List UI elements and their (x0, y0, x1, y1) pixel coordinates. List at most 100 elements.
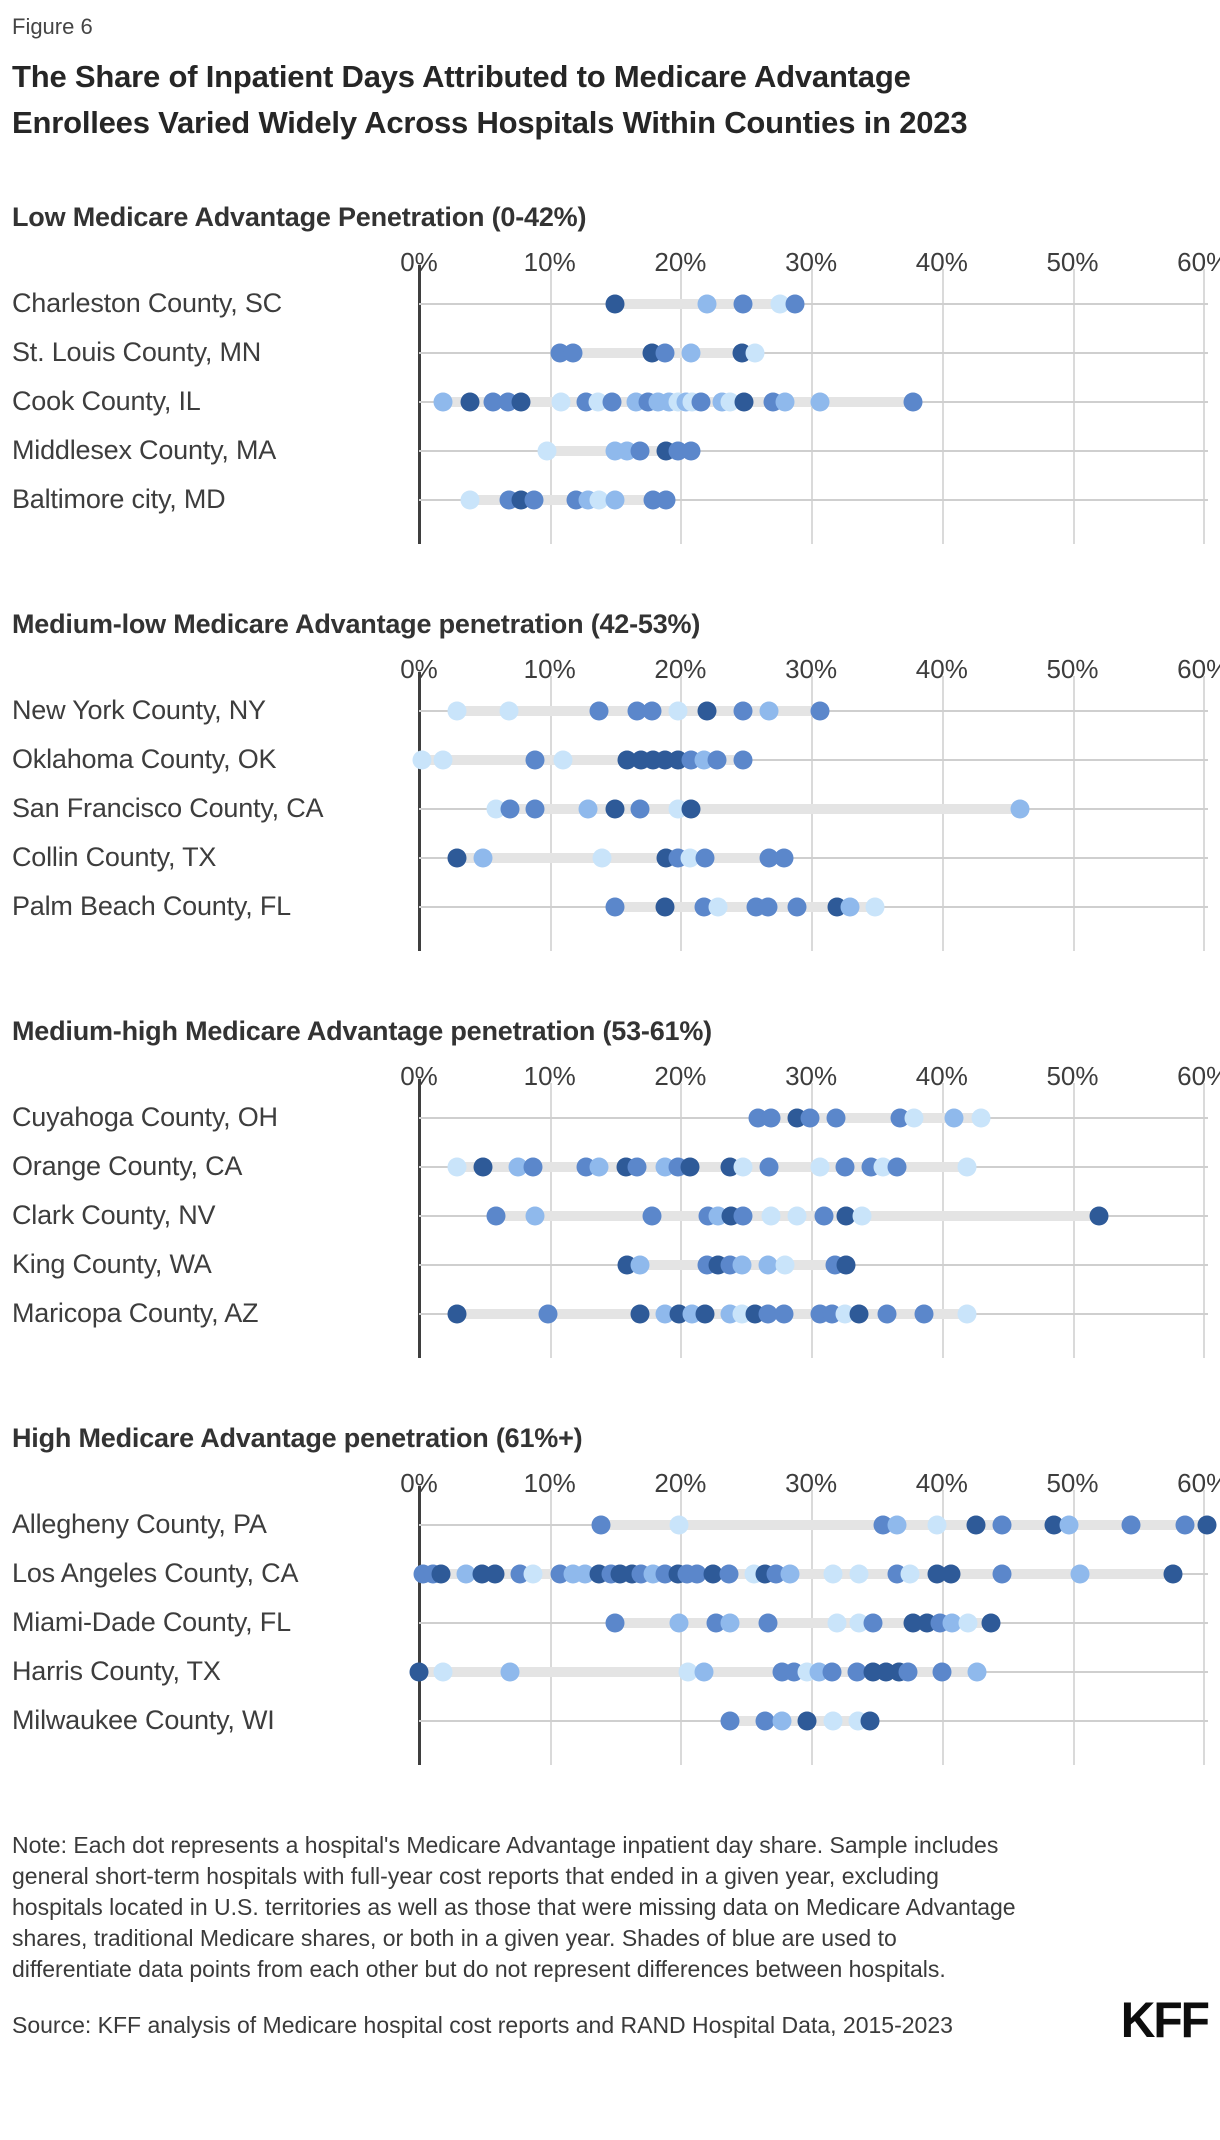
data-point-dot[interactable] (957, 1304, 977, 1323)
data-point-dot[interactable] (605, 294, 625, 313)
data-point-dot[interactable] (733, 294, 753, 313)
data-point-dot[interactable] (694, 1662, 714, 1681)
data-point-dot[interactable] (810, 701, 830, 720)
data-point-dot[interactable] (680, 1157, 700, 1176)
data-point-dot[interactable] (800, 1108, 820, 1127)
data-point-dot[interactable] (863, 1613, 883, 1632)
data-point-dot[interactable] (1044, 1515, 1064, 1534)
data-point-dot[interactable] (524, 490, 544, 509)
data-point-dot[interactable] (775, 1255, 795, 1274)
data-point-dot[interactable] (525, 1206, 545, 1225)
data-point-dot[interactable] (873, 1157, 893, 1176)
data-point-dot[interactable] (447, 701, 467, 720)
data-point-dot[interactable] (787, 897, 807, 916)
data-point-dot[interactable] (719, 1564, 739, 1583)
data-point-dot[interactable] (592, 848, 612, 867)
data-point-dot[interactable] (630, 1255, 650, 1274)
data-point-dot[interactable] (775, 392, 795, 411)
data-point-dot[interactable] (720, 1711, 740, 1730)
data-point-dot[interactable] (691, 392, 711, 411)
data-point-dot[interactable] (903, 1613, 923, 1632)
data-point-dot[interactable] (605, 1613, 625, 1632)
data-point-dot[interactable] (759, 848, 779, 867)
data-point-dot[interactable] (694, 897, 714, 916)
data-point-dot[interactable] (460, 392, 480, 411)
data-point-dot[interactable] (669, 1613, 689, 1632)
data-point-dot[interactable] (687, 1564, 707, 1583)
data-point-dot[interactable] (877, 1304, 897, 1323)
data-point-dot[interactable] (412, 750, 432, 769)
data-point-dot[interactable] (525, 750, 545, 769)
data-point-dot[interactable] (733, 1206, 753, 1225)
data-point-dot[interactable] (873, 1515, 893, 1534)
data-point-dot[interactable] (627, 1157, 647, 1176)
data-point-dot[interactable] (656, 490, 676, 509)
data-point-dot[interactable] (932, 1662, 952, 1681)
data-point-dot[interactable] (511, 392, 531, 411)
data-point-dot[interactable] (967, 1662, 987, 1681)
data-point-dot[interactable] (486, 1206, 506, 1225)
data-point-dot[interactable] (605, 490, 625, 509)
data-point-dot[interactable] (523, 1564, 543, 1583)
data-point-dot[interactable] (678, 1662, 698, 1681)
data-point-dot[interactable] (630, 441, 650, 460)
data-point-dot[interactable] (761, 1206, 781, 1225)
data-point-dot[interactable] (732, 1255, 752, 1274)
data-point-dot[interactable] (703, 1564, 723, 1583)
data-point-dot[interactable] (814, 1206, 834, 1225)
data-point-dot[interactable] (847, 1662, 867, 1681)
data-point-dot[interactable] (770, 294, 790, 313)
data-point-dot[interactable] (1070, 1564, 1090, 1583)
data-point-dot[interactable] (605, 897, 625, 916)
data-point-dot[interactable] (966, 1515, 986, 1534)
data-point-dot[interactable] (759, 1157, 779, 1176)
data-point-dot[interactable] (575, 1564, 595, 1583)
data-point-dot[interactable] (733, 750, 753, 769)
data-point-dot[interactable] (589, 701, 609, 720)
data-point-dot[interactable] (720, 392, 740, 411)
data-point-dot[interactable] (720, 1613, 740, 1632)
data-point-dot[interactable] (772, 1711, 792, 1730)
data-point-dot[interactable] (447, 1157, 467, 1176)
data-point-dot[interactable] (981, 1613, 1001, 1632)
data-point-dot[interactable] (927, 1515, 947, 1534)
data-point-dot[interactable] (992, 1515, 1012, 1534)
data-point-dot[interactable] (563, 343, 583, 362)
data-point-dot[interactable] (785, 294, 805, 313)
data-point-dot[interactable] (630, 1304, 650, 1323)
data-point-dot[interactable] (992, 1564, 1012, 1583)
data-point-dot[interactable] (460, 490, 480, 509)
data-point-dot[interactable] (733, 701, 753, 720)
data-point-dot[interactable] (780, 1564, 800, 1583)
data-point-dot[interactable] (927, 1564, 947, 1583)
data-point-dot[interactable] (553, 750, 573, 769)
data-point-dot[interactable] (914, 1304, 933, 1323)
data-point-dot[interactable] (1197, 1515, 1217, 1534)
data-point-dot[interactable] (617, 750, 637, 769)
data-point-dot[interactable] (900, 1564, 920, 1583)
data-point-dot[interactable] (865, 897, 885, 916)
data-point-dot[interactable] (500, 1662, 520, 1681)
data-point-dot[interactable] (681, 441, 701, 460)
data-point-dot[interactable] (523, 1157, 543, 1176)
data-point-dot[interactable] (697, 294, 717, 313)
data-point-dot[interactable] (766, 1564, 786, 1583)
data-point-dot[interactable] (1175, 1515, 1195, 1534)
data-point-dot[interactable] (944, 1108, 964, 1127)
data-point-dot[interactable] (707, 750, 727, 769)
data-point-dot[interactable] (431, 1564, 451, 1583)
data-point-dot[interactable] (860, 1711, 880, 1730)
data-point-dot[interactable] (708, 897, 728, 916)
data-point-dot[interactable] (433, 1662, 453, 1681)
data-point-dot[interactable] (958, 1613, 978, 1632)
data-point-dot[interactable] (500, 799, 520, 818)
data-point-dot[interactable] (822, 1662, 842, 1681)
data-point-dot[interactable] (774, 848, 794, 867)
data-point-dot[interactable] (941, 1564, 961, 1583)
data-point-dot[interactable] (1010, 799, 1030, 818)
data-point-dot[interactable] (538, 1304, 558, 1323)
data-point-dot[interactable] (589, 1157, 609, 1176)
data-point-dot[interactable] (681, 799, 701, 818)
data-point-dot[interactable] (887, 1515, 907, 1534)
data-point-dot[interactable] (630, 799, 650, 818)
